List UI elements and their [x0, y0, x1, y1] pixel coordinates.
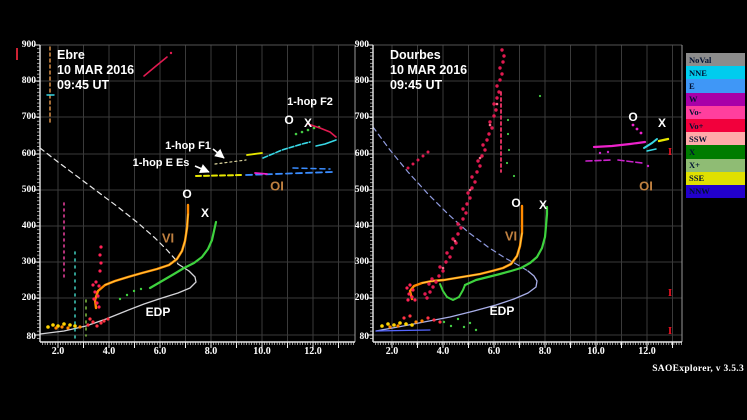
- legend-item-ssw: SSW: [686, 132, 745, 146]
- axes-ebre: [34, 44, 356, 348]
- trace-magenta-lower2: [617, 159, 643, 164]
- annotation-arrow: [212, 148, 225, 159]
- trace-es-yellow: [195, 174, 244, 177]
- trace-f1-dots: [214, 159, 247, 165]
- legend-item-vo-: Vo+: [686, 118, 745, 133]
- trace-crimson-band: [423, 48, 506, 300]
- trace-pink-cluster: [91, 245, 103, 309]
- trace-edp-solid: [39, 263, 197, 335]
- legend-item-vo-: Vo-: [686, 105, 745, 119]
- traces-ebre: [39, 46, 337, 339]
- trace-o-trace-core: [421, 232, 523, 284]
- trace-cyan-hook: [643, 138, 658, 149]
- trace-top-streak-dot: [169, 51, 173, 55]
- trace-magenta-lower-dots: [598, 150, 650, 168]
- trace-f1-cyan: [262, 141, 311, 159]
- trace-pink-cluster: [405, 283, 417, 302]
- trace-e-red: [86, 317, 110, 328]
- trace-x-trace: [463, 205, 549, 287]
- trace-magenta-streak: [592, 140, 647, 149]
- trace-e-orange: [388, 319, 424, 329]
- trace-magenta-dots-up: [631, 123, 643, 135]
- legend-item-noval: NoVal: [686, 53, 745, 67]
- trace-f2-crimson: [307, 123, 337, 138]
- trace-magenta-dash: [254, 172, 268, 175]
- trace-e-yellow: [380, 321, 414, 328]
- trace-e-orange: [54, 325, 82, 330]
- trace-f1-yellow: [246, 152, 263, 156]
- axes-dourbes: [367, 44, 683, 348]
- trace-x-trace-dots: [118, 287, 143, 301]
- legend-item-x: X: [686, 145, 745, 159]
- trace-f2-cyan-return: [315, 139, 337, 147]
- legend-item-e: E: [686, 79, 745, 93]
- trace-es-blue: [245, 171, 333, 176]
- trace-green-specks-bottom: [442, 317, 478, 332]
- trace-edp-solid: [375, 270, 538, 332]
- trace-cyan-dash2: [646, 148, 657, 152]
- direction-legend: NoVal NNE E W Vo- Vo+ SSW X X+ SSE NNW: [686, 53, 745, 199]
- legend-item-nne: NNE: [686, 66, 745, 80]
- trace-top-streak: [143, 56, 168, 77]
- trace-bottom-blue: [375, 329, 431, 332]
- trace-crimson-band-light: [441, 102, 499, 270]
- legend-item-w: W: [686, 92, 745, 106]
- trace-edp-dashed: [372, 126, 529, 272]
- trace-o-trace-core: [104, 213, 189, 286]
- trace-x-trace: [148, 220, 218, 290]
- annotation-arrow: [194, 164, 210, 173]
- grid-ebre: [40, 44, 355, 342]
- legend-item-sse: SSE: [686, 171, 745, 185]
- trace-x-trace-loop: [439, 283, 466, 301]
- trace-magenta-lower1: [585, 159, 613, 162]
- trace-e-red: [402, 314, 442, 324]
- trace-crimson-branch: [406, 150, 430, 170]
- legend-item-x-: X+: [686, 158, 745, 172]
- trace-green-specks: [505, 94, 542, 178]
- legend-item-nnw: NNW: [686, 184, 745, 199]
- version-credit: SAOExplorer, v 3.5.3: [652, 364, 744, 374]
- grid-dourbes: [373, 44, 682, 342]
- traces-dourbes: [372, 48, 670, 332]
- trace-f2-blue2: [292, 167, 331, 170]
- trace-edp-dashed: [39, 147, 179, 265]
- trace-yellow-dash: [657, 137, 670, 143]
